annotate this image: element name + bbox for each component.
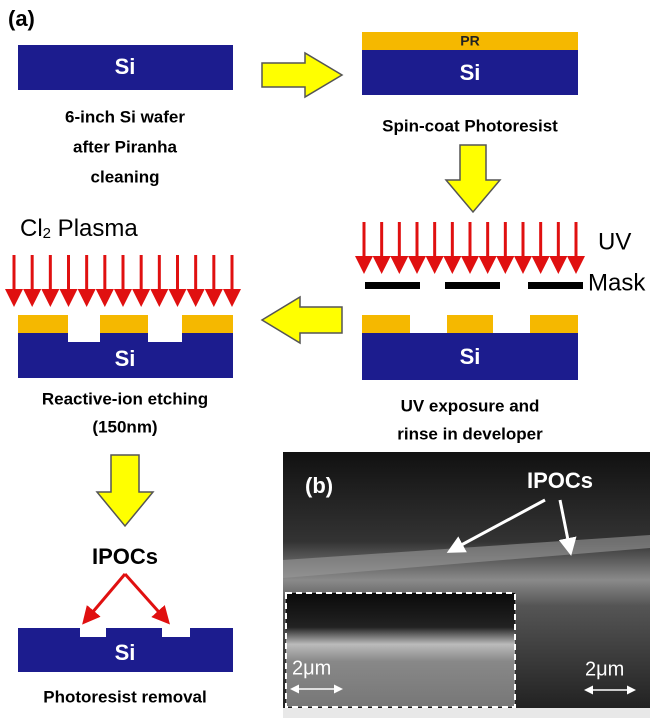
caption: rinse in developer (397, 424, 543, 443)
caption: cleaning (91, 167, 160, 186)
sem-footer (283, 708, 650, 718)
process-arrow (262, 53, 342, 97)
caption: Photoresist removal (43, 687, 206, 706)
caption: UV exposure and (401, 396, 540, 415)
sem-inset (286, 593, 515, 707)
scale-label: 2μm (585, 658, 624, 680)
pointer-arrow (125, 574, 166, 620)
etched-trench (80, 628, 106, 637)
scale-label: 2μm (292, 657, 331, 679)
layer-label: Si (460, 60, 481, 85)
annotation: IPOCs (527, 468, 593, 493)
source-label: Cl (20, 215, 43, 242)
source-label: 2 (43, 225, 51, 242)
process-arrow (97, 455, 153, 526)
caption: 6-inch Si wafer (65, 107, 185, 126)
caption: (150nm) (92, 417, 157, 436)
panel-label: (a) (8, 6, 35, 31)
process-arrow (446, 145, 500, 212)
mask (445, 282, 500, 289)
caption: Spin-coat Photoresist (382, 116, 558, 135)
photoresist (182, 315, 233, 333)
photoresist (447, 315, 493, 333)
source-label: Plasma (51, 215, 138, 242)
source-label: UV (598, 228, 631, 255)
mask (365, 282, 420, 289)
mask-label: Mask (588, 269, 646, 296)
process-arrow (262, 297, 342, 343)
mask (528, 282, 583, 289)
photoresist (530, 315, 578, 333)
uv-arrows (364, 222, 576, 268)
photoresist (362, 315, 410, 333)
annotation: IPOCs (92, 544, 158, 569)
photoresist (100, 315, 148, 333)
etched-trench (148, 333, 182, 342)
etched-trench (162, 628, 190, 637)
figure: (a) Si 6-inch Si wafer after Piranha cle… (0, 0, 658, 718)
layer-label: Si (115, 54, 136, 79)
layer-label: PR (460, 33, 479, 49)
plasma-arrows (14, 255, 232, 301)
layer-label: Si (460, 344, 481, 369)
layer-label: Si (115, 640, 136, 665)
panel-label: (b) (305, 473, 333, 498)
pointer-arrow (86, 574, 125, 620)
photoresist (18, 315, 68, 333)
source-label: Cl2 Plasma (20, 215, 138, 242)
etched-trench (68, 333, 100, 342)
layer-label: Si (115, 346, 136, 371)
caption: Reactive-ion etching (42, 389, 208, 408)
caption: after Piranha (73, 137, 177, 156)
